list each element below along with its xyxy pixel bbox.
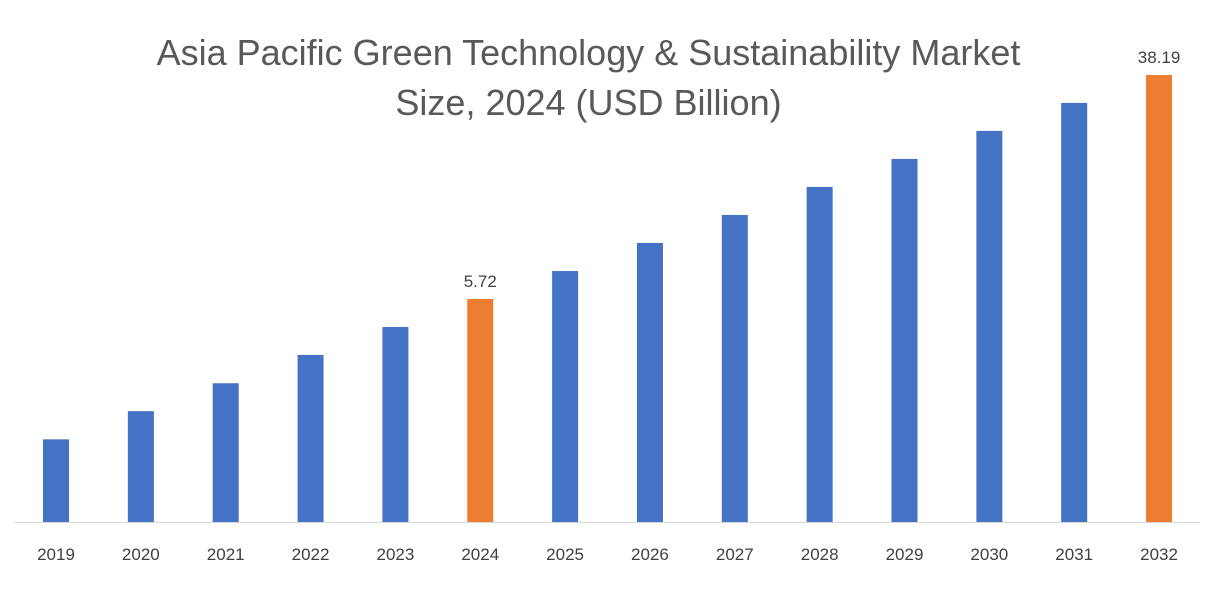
x-tick-label: 2030 — [970, 545, 1008, 564]
data-label-2032: 38.19 — [1138, 48, 1181, 67]
bar-2023 — [382, 327, 409, 522]
chart-title: Asia Pacific Green Technology & Sustaina… — [0, 28, 1177, 128]
bar-2028 — [806, 186, 833, 522]
x-tick-label: 2027 — [716, 545, 754, 564]
bar-2022 — [297, 354, 324, 522]
x-tick-label: 2021 — [207, 545, 245, 564]
bar-2026 — [636, 242, 663, 522]
x-tick-label: 2026 — [631, 545, 669, 564]
bar-2029 — [891, 158, 918, 522]
bar-2025 — [552, 271, 579, 522]
x-tick-label: 2020 — [122, 545, 160, 564]
x-tick-label: 2031 — [1055, 545, 1093, 564]
bar-2021 — [212, 383, 239, 522]
x-tick-label: 2023 — [376, 545, 414, 564]
x-tick-label: 2032 — [1140, 545, 1178, 564]
data-label-2024: 5.72 — [464, 272, 497, 291]
chart-title-line2: Size, 2024 (USD Billion) — [395, 82, 782, 123]
bar-2030 — [976, 130, 1003, 522]
bar-2019 — [43, 439, 69, 522]
bar-2027 — [721, 214, 748, 522]
x-tick-label: 2025 — [546, 545, 584, 564]
x-tick-label: 2019 — [37, 545, 75, 564]
bar-2020 — [127, 411, 154, 522]
bar-2024 — [467, 298, 494, 522]
x-tick-label: 2028 — [801, 545, 839, 564]
x-tick-label: 2029 — [886, 545, 924, 564]
x-tick-label: 2024 — [461, 545, 499, 564]
x-tick-label: 2022 — [292, 545, 330, 564]
bar-2031 — [1061, 102, 1088, 522]
bar-2032 — [1146, 75, 1173, 522]
chart-title-line1: Asia Pacific Green Technology & Sustaina… — [156, 32, 1021, 73]
